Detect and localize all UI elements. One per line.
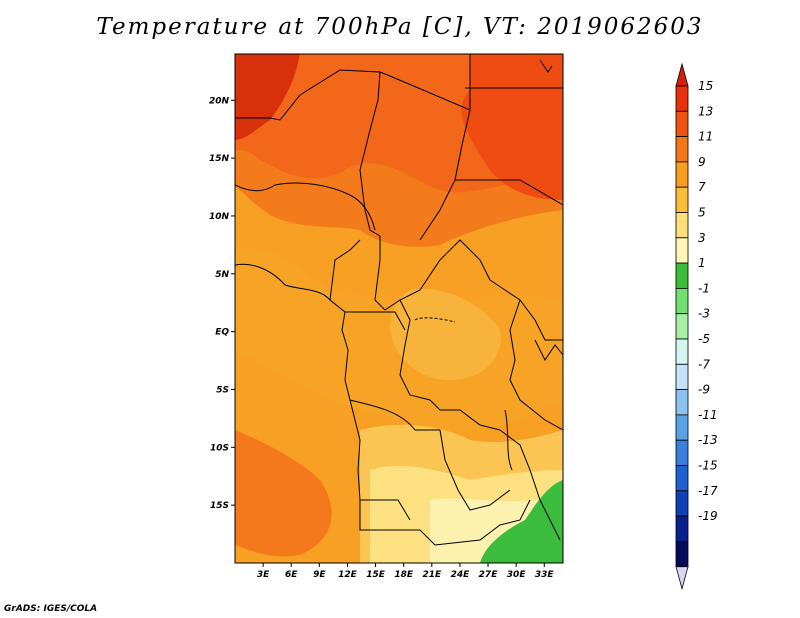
colorbar-label: 1 — [698, 256, 706, 270]
field-congo-mild — [390, 289, 501, 380]
colorbar-label: -5 — [698, 332, 710, 346]
colorbar-label: -13 — [698, 433, 718, 447]
colorbar-top-arrow — [675, 62, 689, 87]
x-tick-label: 18E — [394, 570, 414, 580]
colorbar-label: 3 — [698, 231, 706, 245]
x-tick-label: 24E — [451, 570, 471, 580]
colorbar-swatch — [675, 85, 689, 112]
colorbar-label: 11 — [698, 130, 713, 144]
map-title: Temperature at 700hPa [C], VT: 201906260… — [96, 14, 704, 40]
x-tick-label: 9E — [313, 570, 326, 580]
colorbar-swatch — [675, 186, 689, 213]
colorbar-label: -3 — [698, 307, 710, 321]
colorbar: 15 13 11 9 7 5 3 1 -1 -3 -5 -7 -9 -11 -13 -15 -17 -19 — [675, 62, 718, 591]
colorbar-label: 9 — [698, 155, 706, 169]
y-axis: 20N 15N 10N 5N EQ 5S 10S 15S — [209, 96, 235, 511]
x-axis: 3E 6E 9E 12E 15E 18E 21E 24E 27E 30E 33E — [257, 563, 555, 580]
x-tick-label: 6E — [285, 570, 298, 580]
map-frame — [234, 53, 564, 564]
colorbar-label: -11 — [698, 408, 718, 422]
colorbar-label: -15 — [698, 459, 718, 473]
colorbar-swatch — [675, 465, 689, 492]
colorbar-swatch — [675, 414, 689, 441]
y-tick-label: 10S — [210, 443, 229, 453]
y-tick-label: EQ — [215, 328, 229, 338]
x-tick-label: 12E — [338, 570, 358, 580]
x-tick-label: 27E — [479, 570, 499, 580]
y-tick-label: 15S — [210, 501, 229, 511]
colorbar-swatch — [675, 490, 689, 517]
colorbar-swatch — [675, 212, 689, 239]
colorbar-swatch — [675, 515, 689, 542]
x-tick-label: 21E — [422, 570, 442, 580]
colorbar-bottom-arrow — [675, 566, 689, 591]
colorbar-swatch — [675, 338, 689, 365]
x-tick-label: 15E — [366, 570, 386, 580]
temperature-field — [235, 54, 563, 563]
y-tick-label: 5N — [215, 270, 229, 280]
colorbar-label: 13 — [698, 104, 713, 118]
colorbar-label: -9 — [698, 383, 710, 397]
x-tick-label: 33E — [535, 570, 555, 580]
colorbar-swatch — [675, 237, 689, 264]
field-southwest-warm — [235, 430, 332, 557]
colorbar-swatch — [675, 287, 689, 315]
colorbar-swatch — [675, 262, 689, 289]
y-tick-label: 20N — [209, 96, 230, 106]
boundaries — [235, 54, 563, 546]
colorbar-swatch — [675, 110, 689, 138]
colorbar-label: -19 — [698, 509, 718, 523]
x-tick-label: 30E — [507, 570, 527, 580]
colorbar-swatch — [675, 161, 689, 188]
grads-credit: GrADS: IGES/COLA — [4, 604, 98, 614]
colorbar-swatch — [675, 439, 689, 466]
y-tick-label: 15N — [209, 154, 230, 164]
colorbar-swatch — [675, 136, 689, 163]
colorbar-label: 5 — [698, 206, 706, 220]
colorbar-label: -1 — [698, 281, 710, 295]
field-southeast-cold — [480, 480, 563, 563]
colorbar-label: -7 — [698, 357, 710, 371]
field-northeast-hot — [461, 54, 563, 200]
colorbar-label: -17 — [698, 484, 718, 498]
colorbar-label: 15 — [698, 79, 713, 93]
colorbar-swatch — [675, 313, 689, 340]
colorbar-swatch — [675, 541, 689, 568]
colorbar-label: 7 — [698, 180, 706, 194]
y-tick-label: 5S — [216, 385, 229, 395]
colorbar-swatch — [675, 389, 689, 416]
colorbar-swatch — [675, 363, 689, 390]
x-tick-label: 3E — [257, 570, 270, 580]
y-tick-label: 10N — [209, 212, 230, 222]
